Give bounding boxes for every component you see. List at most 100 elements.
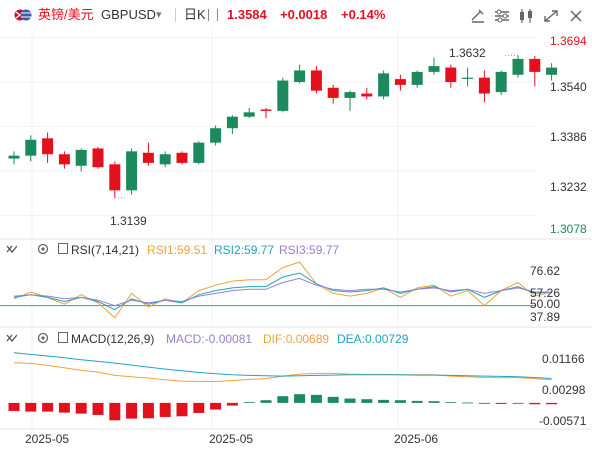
macd-bar — [210, 402, 222, 410]
candle — [92, 147, 104, 169]
candle — [361, 87, 373, 100]
period-selector[interactable]: 日K — [184, 7, 206, 22]
dif-value-label: DIF:0.00689 — [263, 332, 330, 346]
dif-line — [13, 362, 552, 382]
macd-bar — [109, 402, 121, 421]
dea-value-label: DEA:0.00729 — [337, 332, 409, 346]
candlestick-series — [8, 55, 558, 198]
candle — [294, 64, 306, 84]
last-price: 1.3584 — [227, 7, 267, 22]
rsi-settings-icon[interactable] — [37, 242, 49, 256]
dif-name: DIF — [263, 332, 283, 346]
candle — [243, 108, 255, 119]
candle-body — [394, 79, 406, 85]
candle — [529, 56, 541, 87]
candle-body — [142, 152, 154, 163]
candle-body — [8, 155, 20, 159]
macd-bar — [193, 402, 205, 413]
candle — [445, 64, 457, 88]
price-annotations — [114, 54, 518, 199]
dea-line — [13, 352, 552, 379]
candle — [8, 151, 20, 165]
candle-body — [310, 70, 322, 91]
candle — [394, 74, 406, 91]
macd-tick: 0.00298 — [542, 383, 586, 397]
price-tick: 1.3694 — [550, 34, 587, 48]
candle-body — [411, 71, 423, 85]
candle-body — [378, 73, 390, 97]
date-label: 2025-05 — [209, 432, 254, 446]
hide-macd-icon[interactable] — [5, 331, 18, 345]
candle-body — [462, 77, 474, 79]
rsi-line-1 — [13, 261, 552, 319]
macd-bar — [58, 402, 70, 413]
macd-settings-icon[interactable] — [37, 331, 49, 345]
close-icon[interactable] — [565, 6, 587, 26]
macd-bar — [411, 400, 423, 403]
candle — [378, 70, 390, 100]
candle-body — [92, 148, 104, 168]
candle — [226, 115, 238, 134]
macd-bar — [344, 398, 356, 403]
price-tick: 1.3232 — [550, 180, 587, 194]
candle-body — [193, 142, 205, 163]
candle-body — [159, 154, 171, 165]
candle — [142, 142, 154, 166]
candle-body — [445, 67, 457, 82]
drawing-toolbar-icon[interactable] — [467, 6, 489, 26]
indicator-settings-icon[interactable] — [491, 6, 513, 26]
rsi2-name: RSI2 — [214, 243, 241, 257]
fullscreen-icon[interactable] — [540, 6, 562, 26]
instrument-symbol[interactable]: GBPUSD — [101, 7, 156, 22]
candle-body — [546, 67, 558, 75]
candle — [75, 148, 87, 172]
candle — [176, 151, 188, 165]
rsi2-value: 59.77 — [244, 243, 275, 257]
candle-body — [260, 109, 272, 111]
candle — [327, 84, 339, 104]
macd-name: MACD — [166, 332, 202, 346]
macd-value: -0.00081 — [204, 332, 253, 346]
macd-bar — [378, 399, 390, 403]
candle — [126, 148, 138, 195]
candle — [58, 151, 70, 169]
instrument-name[interactable]: 英镑/美元 — [38, 7, 94, 22]
candle-body — [344, 92, 356, 98]
candle-body — [512, 58, 524, 75]
macd-bar — [260, 400, 272, 403]
candle — [260, 108, 272, 119]
period-chevron-icon[interactable] — [208, 9, 218, 21]
macd-tick: 0.01166 — [542, 352, 585, 366]
candle-body — [529, 58, 541, 72]
rsi-lines — [0, 261, 552, 319]
candle — [25, 135, 37, 162]
macd-bar — [42, 402, 54, 412]
price-tick: 1.3078 — [550, 222, 587, 236]
macd-bar — [92, 402, 104, 415]
rsi3-value: 59.77 — [309, 243, 340, 257]
dea-name: DEA — [337, 332, 362, 346]
hide-rsi-icon[interactable] — [5, 242, 18, 256]
candle — [512, 55, 524, 78]
candle-body — [294, 70, 306, 82]
candle — [546, 63, 558, 81]
macd-value-label: MACD:-0.00081 — [166, 332, 253, 346]
candle-body — [428, 66, 440, 72]
symbol-dropdown[interactable]: ▾ — [156, 9, 162, 21]
macd-bar — [159, 402, 171, 417]
high-label: 1.3632 — [449, 46, 486, 60]
candle-style-icon[interactable] — [515, 6, 537, 26]
macd-bar — [394, 400, 406, 403]
rsi-table-icon[interactable] — [58, 243, 68, 254]
grid — [0, 30, 592, 430]
macd-bar — [294, 394, 306, 403]
rsi-line-2 — [13, 272, 552, 311]
macd-bar — [126, 402, 138, 419]
rsi-line-3 — [13, 277, 552, 307]
candle-body — [243, 112, 255, 117]
candle-body — [109, 164, 121, 191]
macd-table-icon[interactable] — [58, 332, 68, 343]
header-divider — [175, 8, 176, 22]
macd-bar — [478, 402, 490, 404]
